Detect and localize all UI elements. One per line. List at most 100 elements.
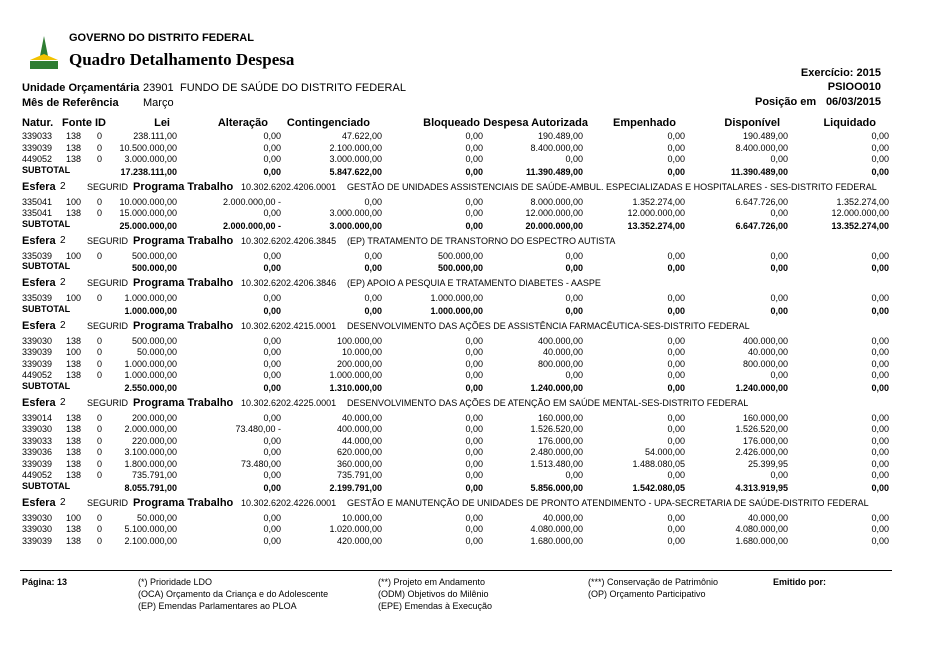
cell: 0,00 [465,447,483,457]
page-number: Página: 13 [22,577,68,587]
subtotal-cell: 0,00 [263,482,281,493]
cell: 1.000.000,00 [124,293,177,303]
cell: 339039 [22,347,53,357]
esfera-seg: SEGURID [87,181,129,192]
cell: 0,00 [667,250,685,261]
cell: 0,00 [871,447,889,457]
cell: 3.000.000,00 [329,208,382,218]
program-desc: (EP) TRATAMENTO DE TRANSTORNO DO ESPECTR… [347,235,616,246]
cell: 0 [97,470,103,480]
esfera-num: 2 [60,234,66,246]
cell: 1.352.274,00 [632,196,685,207]
program-label: Programa Trabalho [133,319,234,332]
program-desc: GESTÃO E MANUTENÇÃO DE UNIDADES DE PRONT… [347,497,869,508]
cell: 0,00 [465,347,483,357]
cell: 1.680.000,00 [530,535,583,546]
esfera-label: Esfera [22,319,56,332]
cell: 0,00 [667,512,685,523]
cell: 0,00 [465,412,483,423]
exercicio: Exercício: 2015 [800,67,881,79]
esfera-seg: SEGURID [87,320,129,331]
cell: 0,00 [871,142,889,153]
cell: 4.080.000,00 [735,524,788,534]
subtotal-label: SUBTOTAL [22,164,71,175]
cell: 138 [66,358,82,369]
subtotal-cell: 1.542.080,05 [632,482,685,493]
cell: 339039 [22,535,53,546]
subtotal-cell: 500.000,00 [437,263,483,273]
cell: 339033 [22,131,53,141]
note: (EP) Emendas Parlamentares ao PLOA [138,601,297,611]
subtotal-label: SUBTOTAL [22,380,71,391]
cell: 0,00 [871,512,889,523]
unidade-label: Unidade Orçamentária [22,82,140,94]
cell: 1.000.000,00 [430,293,483,303]
cell: 0,00 [871,535,889,546]
cell: 449052 [22,370,53,380]
cell: 0,00 [871,131,889,141]
cell: 0,00 [667,293,685,303]
cell: 0 [97,458,103,469]
cell: 339039 [22,142,53,153]
cell: 2.100.000,00 [124,535,177,546]
subtotal-cell: 0,00 [667,382,685,393]
cell: 0,00 [465,512,483,523]
subtotal-cell: 0,00 [667,166,685,177]
subtotal-label: SUBTOTAL [22,261,71,271]
cell: 25.399,95 [747,458,788,469]
cell: 339039 [22,358,53,369]
cell: 0,00 [871,524,889,534]
program-code: 10.302.6202.4215.0001 [241,320,337,331]
program-label: Programa Trabalho [133,277,234,289]
column-header: Disponível [724,117,780,129]
subtotal-cell: 11.390.489,00 [730,166,788,177]
esfera-num: 2 [60,180,66,192]
cell: 449052 [22,470,53,480]
cell: 0,00 [667,435,685,446]
cell: 138 [66,142,82,153]
note: (*) Prioridade LDO [138,577,213,587]
unidade-name: FUNDO DE SAÚDE DO DISTRITO FEDERAL [180,82,406,94]
posicao-label: Posição em [755,96,817,108]
esfera-num: 2 [60,319,66,331]
cell: 0,00 [465,435,483,446]
cell: 0,00 [263,535,281,546]
subtotal-cell: 0,00 [871,482,889,493]
subtotal-cell: 0,00 [871,382,889,393]
cell: 0,00 [667,424,685,434]
program-desc: DESENVOLVIMENTO DAS AÇÕES DE ATENÇÃO EM … [347,397,749,408]
column-header: Liquidado [823,117,876,129]
cell: 2.000.000,00 - [222,196,281,207]
cell: 0,00 [263,347,281,357]
esfera-label: Esfera [22,180,56,193]
column-header: Contingenciado [286,117,370,129]
cell: 73.480,00 [240,458,281,469]
cell: 160.000,00 [537,412,583,423]
cell: 0,00 [667,412,685,423]
cell: 0 [97,208,103,218]
cell: 0,00 [770,154,788,164]
cell: 735.791,00 [336,470,382,480]
subtotal-cell: 5.856.000,00 [530,482,583,493]
subtotal-label: SUBTOTAL [22,303,71,314]
column-header: Lei [154,117,170,129]
report-code: PSIOO010 [827,81,881,93]
note: (OCA) Orçamento da Criança e do Adolesce… [138,589,329,599]
subtotal-cell: 3.000.000,00 [329,220,382,231]
cell: 0,00 [465,458,483,469]
subtotal-cell: 0,00 [465,166,483,177]
subtotal-cell: 0,00 [263,166,281,177]
subtotal-cell: 6.647.726,00 [735,220,788,231]
subtotal-cell: 8.055.791,00 [124,482,177,493]
cell: 1.000.000,00 [329,370,382,380]
cell: 0 [97,142,103,153]
cell: 0,00 [263,131,281,141]
cell: 0,00 [871,435,889,446]
cell: 0 [97,512,103,523]
cell: 12.000.000,00 [525,208,583,218]
esfera-num: 2 [60,277,66,288]
cell: 339014 [22,412,53,423]
cell: 73.480,00 - [235,424,281,434]
emitido: Emitido por: [773,577,826,587]
cell: 0,00 [667,358,685,369]
